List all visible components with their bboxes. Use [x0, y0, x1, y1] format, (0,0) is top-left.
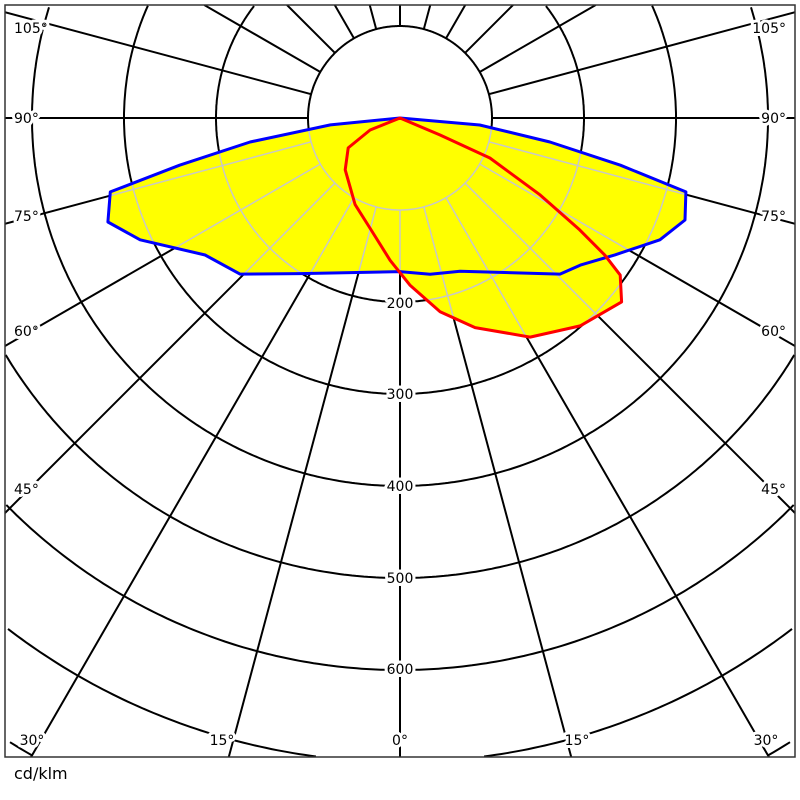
curve-outlines [106, 116, 688, 339]
grid-spoke-135 [464, 5, 514, 54]
grid-circle-200 [400, 118, 585, 303]
angle-label-left-75: 75° [14, 209, 39, 225]
grid-spoke-165 [422, 5, 432, 30]
angle-label-left-45: 45° [14, 482, 39, 498]
grid-circle-700 [484, 629, 792, 757]
grid-circle-700 [8, 629, 316, 757]
grid-spoke-255 [5, 11, 312, 96]
grid-circle-600 [5, 504, 400, 671]
angle-label-bottom-30-right: 30° [754, 733, 779, 749]
grid-black [5, 5, 795, 757]
grid-circle-300 [123, 5, 400, 395]
angle-label-bottom-15-right: 15° [565, 733, 590, 749]
grid-circle-800 [767, 741, 791, 757]
angle-label-left-60: 60° [14, 324, 39, 340]
grid-spoke-285 [107, 141, 312, 225]
grid-spoke-120 [479, 5, 597, 73]
grid-circle-300 [400, 5, 677, 395]
grid-circle-700 [7, 628, 317, 757]
grid-spoke-15 [423, 206, 572, 338]
grid-circle-400 [400, 7, 769, 487]
angle-label-right-75: 75° [761, 209, 786, 225]
grid-spoke-240 [203, 5, 321, 73]
angle-label-right-90: 90° [761, 111, 786, 127]
angle-label-bottom-15-left: 15° [210, 733, 235, 749]
grid-circle-500 [400, 354, 795, 579]
grid-spoke-345 [227, 206, 378, 757]
grid-circle-500 [5, 354, 400, 579]
angle-label-bottom-0: 0° [392, 733, 408, 749]
angle-label-right-45: 45° [761, 482, 786, 498]
series-line-1 [343, 116, 624, 339]
grid-spoke-330 [30, 197, 355, 757]
grid-spoke-105 [488, 11, 795, 96]
grid-spoke-150 [445, 5, 467, 39]
angle-label-bottom-30-left: 30° [20, 733, 45, 749]
plot-frame [4, 4, 796, 758]
unit-label: cd/klm [14, 764, 68, 783]
grid-circle-700 [483, 628, 793, 757]
labels: 105° 90° 75° 60° 45° 105° 90° 75° 60° 45… [11, 18, 789, 752]
grid-circle-600 [6, 505, 400, 670]
radial-label-400: 400 [387, 479, 414, 495]
angle-label-left-105: 105° [14, 21, 48, 37]
grid-spoke-225 [286, 5, 336, 54]
angle-label-right-60: 60° [761, 324, 786, 340]
radial-label-200: 200 [387, 296, 414, 312]
series-line-0 [106, 116, 688, 276]
radial-label-600: 600 [387, 662, 414, 678]
grid-spoke-30 [445, 197, 686, 338]
grid-circle-800 [9, 741, 33, 757]
grid-circle-400 [31, 7, 400, 487]
angle-label-right-105: 105° [752, 21, 786, 37]
grid-spoke-210 [333, 5, 355, 39]
grid-spoke-75 [488, 141, 686, 225]
series-fill-1 [345, 118, 622, 338]
radial-label-300: 300 [387, 387, 414, 403]
grid-spoke-315 [107, 182, 336, 338]
grid-spoke-45 [464, 182, 686, 338]
radial-label-500: 500 [387, 571, 414, 587]
grid-circle-600 [400, 504, 795, 671]
grid-circle-600 [400, 505, 794, 670]
grid-spoke-195 [368, 5, 378, 30]
angle-label-left-90: 90° [14, 111, 39, 127]
